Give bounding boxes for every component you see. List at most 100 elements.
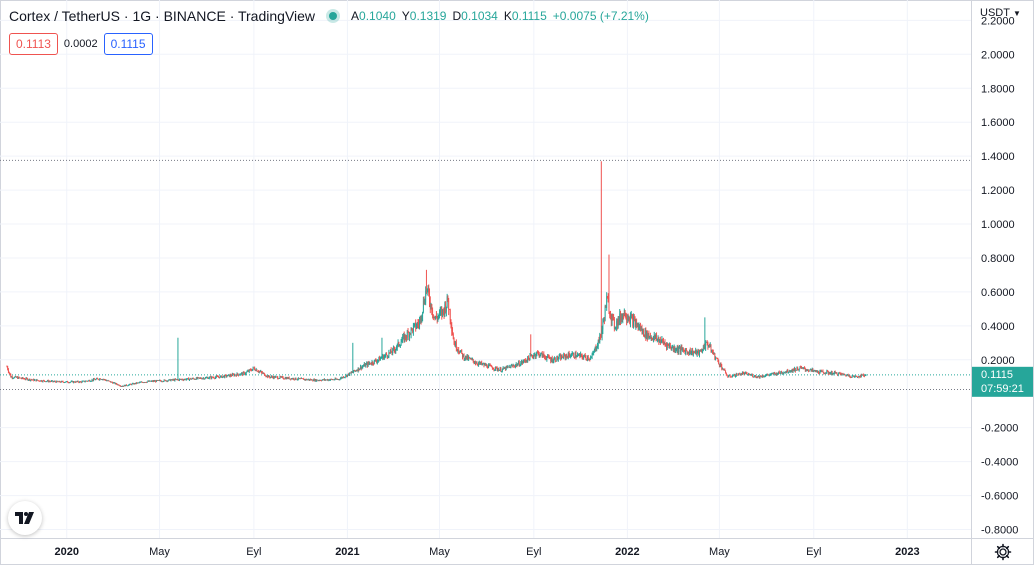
candle-body bbox=[626, 318, 628, 321]
candle-body bbox=[428, 287, 430, 294]
candle-body bbox=[86, 380, 88, 382]
candle-body bbox=[623, 310, 625, 316]
candle-body bbox=[139, 382, 140, 384]
candle-body bbox=[400, 342, 402, 346]
sell-price-button[interactable]: 0.1113 bbox=[9, 33, 58, 55]
candle-body bbox=[859, 375, 861, 378]
candle-body bbox=[102, 379, 104, 381]
candle-body bbox=[169, 379, 170, 381]
candle-body bbox=[32, 379, 34, 380]
candle-body bbox=[49, 381, 51, 383]
candle-body bbox=[215, 376, 217, 378]
candle-body bbox=[156, 380, 158, 381]
candle-body bbox=[337, 379, 338, 380]
candle-body bbox=[391, 352, 393, 354]
candle-body bbox=[252, 367, 254, 370]
candle-body bbox=[821, 370, 823, 372]
candle-body bbox=[472, 359, 473, 360]
spread-value: 0.0002 bbox=[63, 38, 98, 50]
candle-body bbox=[268, 375, 269, 378]
candle-body bbox=[195, 379, 196, 380]
candle-body bbox=[797, 367, 799, 370]
candle-body bbox=[120, 385, 121, 387]
candle-body bbox=[860, 375, 861, 377]
candle-body bbox=[331, 379, 333, 381]
candle-body bbox=[389, 352, 391, 354]
candle-body bbox=[682, 348, 684, 350]
candle-body bbox=[284, 378, 285, 380]
candle-body bbox=[239, 374, 241, 376]
candle-body bbox=[834, 371, 835, 373]
candle-body bbox=[196, 377, 198, 379]
symbol-title[interactable]: Cortex / TetherUS · 1G · BINANCE · Tradi… bbox=[9, 8, 316, 24]
candle-body bbox=[57, 381, 59, 383]
candle-body bbox=[764, 376, 766, 378]
candle-body bbox=[808, 370, 810, 372]
candle-body bbox=[501, 369, 503, 372]
candle-body bbox=[689, 349, 691, 355]
candle-body bbox=[646, 330, 647, 339]
candle-body bbox=[284, 377, 286, 379]
candle-body bbox=[827, 371, 828, 372]
candle-body bbox=[702, 346, 704, 351]
candle-body bbox=[152, 380, 154, 382]
candle-body bbox=[299, 378, 301, 380]
y-tick-label: 1.6000 bbox=[981, 117, 1015, 129]
candle-body bbox=[55, 381, 57, 383]
candle-body bbox=[455, 342, 456, 347]
candle-body bbox=[476, 363, 478, 365]
candle-body bbox=[206, 377, 208, 379]
candle-body bbox=[732, 375, 734, 377]
candle-body bbox=[459, 351, 460, 353]
candle-body bbox=[759, 375, 761, 378]
candle-body bbox=[438, 315, 440, 317]
candle-body bbox=[819, 370, 821, 374]
candle-body bbox=[368, 362, 370, 364]
candle-body bbox=[83, 380, 85, 382]
candle-body bbox=[633, 317, 635, 320]
candle-body bbox=[747, 374, 749, 376]
y-tick-label: 1.4000 bbox=[981, 151, 1015, 163]
candle-body bbox=[387, 356, 389, 358]
candle-body bbox=[488, 365, 489, 368]
candle-body bbox=[452, 334, 454, 340]
gear-icon[interactable] bbox=[994, 543, 1012, 561]
candle-body bbox=[155, 380, 157, 382]
candle-body bbox=[444, 304, 446, 315]
candle-body bbox=[141, 381, 143, 383]
candle-body bbox=[839, 372, 841, 374]
candle-body bbox=[487, 367, 489, 369]
candle-body bbox=[79, 381, 81, 383]
chart-header: Cortex / TetherUS · 1G · BINANCE · Tradi… bbox=[9, 8, 649, 24]
currency-unit-dropdown[interactable]: USDT ▼ bbox=[980, 7, 1021, 19]
candle-body bbox=[865, 374, 867, 376]
candle-body bbox=[366, 363, 368, 365]
candle-body bbox=[499, 368, 501, 370]
candle-body bbox=[694, 352, 696, 353]
candle-body bbox=[520, 363, 522, 366]
buy-price-button[interactable]: 0.1115 bbox=[103, 33, 153, 55]
candle-body bbox=[41, 381, 43, 383]
candle-body bbox=[828, 372, 830, 374]
candle-body bbox=[347, 374, 348, 377]
candle-body bbox=[566, 355, 568, 357]
candle-body bbox=[833, 372, 835, 375]
candle-body bbox=[149, 380, 151, 382]
candle-body bbox=[781, 372, 782, 374]
candle-body bbox=[725, 370, 726, 374]
candle-body bbox=[645, 330, 647, 339]
candle-body bbox=[784, 372, 786, 374]
candle-body bbox=[592, 353, 594, 355]
candle-body bbox=[774, 373, 776, 374]
candle-body bbox=[798, 369, 799, 371]
candle-body bbox=[718, 361, 720, 365]
candle-body bbox=[455, 342, 457, 350]
candle-body bbox=[755, 376, 757, 378]
y-tick-label: 0.4000 bbox=[981, 321, 1015, 333]
candle-body bbox=[381, 357, 383, 359]
tradingview-logo-icon[interactable] bbox=[8, 501, 42, 535]
candle-body bbox=[281, 376, 282, 378]
candle-body bbox=[27, 379, 29, 381]
